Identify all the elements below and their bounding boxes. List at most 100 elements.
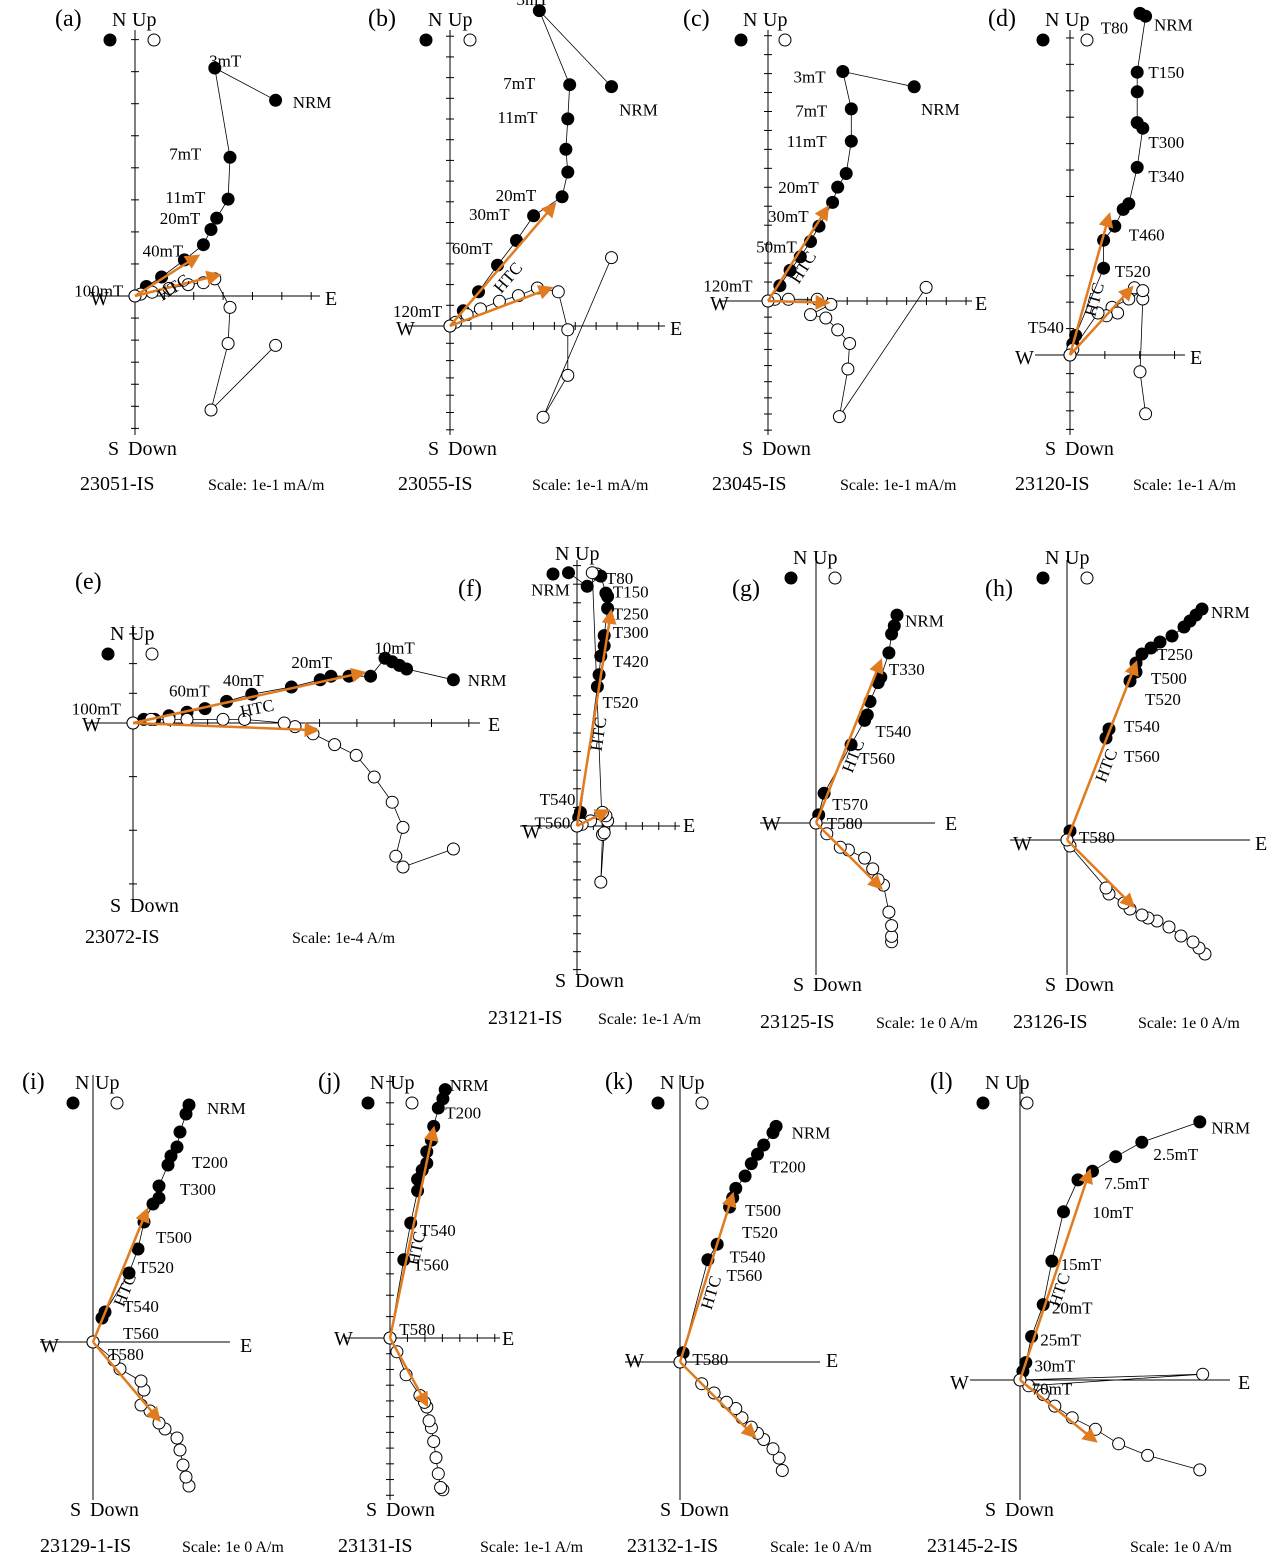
open-data-point [1117,896,1131,910]
up-label: Up [575,543,599,565]
filled-marker-key [1036,33,1050,47]
panel-i: (i) N UpW ES DownHTCNRMT200T300T500T520T540T… [22,1069,284,1557]
panel-letter: (h) [985,576,1013,602]
point-label: T540 [420,1221,456,1240]
east-label: E [502,1328,514,1350]
horizontal-path-line [134,67,276,297]
north-label: N [743,9,757,31]
scale-note: Scale: 1e 0 A/m [1138,1015,1240,1032]
open-data-point [1193,1463,1207,1477]
panel-letter: (g) [732,576,760,602]
vertical-path-line [767,287,927,417]
point-label: NRM [293,93,332,112]
point-label: 3mT [209,51,242,70]
open-data-point [766,1442,780,1456]
point-label: T540 [123,1297,159,1316]
point-label: T250 [613,605,649,624]
open-data-point [1133,365,1147,379]
point-label: T540 [875,722,911,741]
point-label: T200 [445,1104,481,1123]
filled-data-point [766,1126,780,1140]
south-label: S [70,1499,81,1521]
scale-note: Scale: 1e 0 A/m [876,1015,978,1032]
point-label: T520 [742,1223,778,1242]
south-label: S [110,895,121,917]
panel-l: (l) N UpW ES DownHTCNRM2.5mT7.5mT10mT15mT20m… [927,1069,1250,1557]
down-label: Down [1005,1499,1054,1521]
point-label: 30mT [469,205,510,224]
htc-arrow-horizontal [449,202,557,327]
filled-data-point [1193,1115,1207,1129]
htc-arrow-horizontal [134,254,201,298]
point-label: 7mT [503,74,536,93]
sample-id: 23125-IS [760,1011,834,1033]
filled-data-point [221,192,235,206]
point-label: T500 [745,1201,781,1220]
north-label: N [1045,9,1059,31]
panel-letter: (f) [458,576,482,602]
point-label: 20mT [291,653,332,672]
point-label: T540 [540,790,576,809]
scale-note: Scale: 1e 0 A/m [182,1539,284,1556]
open-data-point [1141,1448,1155,1462]
sample-id: 23131-IS [338,1535,412,1557]
up-label: Up [1065,547,1089,569]
htc-arrow-vertical [92,1341,161,1423]
filled-data-point [170,1140,184,1154]
point-label: 10mT [374,638,415,657]
open-data-point [561,368,575,382]
north-label: N [75,1072,89,1094]
htc-arrow-vertical [576,809,611,828]
open-data-point [367,770,381,784]
open-data-point [170,1431,184,1445]
filled-data-point [563,78,577,92]
filled-marker-key [651,1096,665,1110]
filled-data-point [1108,219,1122,233]
filled-data-point [1177,620,1191,634]
filled-data-point [269,93,283,107]
down-label: Down [575,970,624,992]
filled-data-point [757,1138,771,1152]
point-label: T520 [603,693,639,712]
open-data-point [551,285,565,299]
west-label: W [334,1328,353,1350]
filled-data-point [831,180,845,194]
point-label: T330 [889,660,925,679]
point-label: T300 [180,1180,216,1199]
down-label: Down [813,974,862,996]
point-label: T300 [613,623,649,642]
open-data-point [422,1414,436,1428]
filled-marker-key [103,33,117,47]
panel-letter: (e) [75,569,102,595]
south-label: S [1045,974,1056,996]
point-label: 60mT [169,682,210,701]
horizontal-path-line [679,1126,777,1363]
vertical-path-line [1019,1373,1203,1471]
point-label: NRM [619,100,658,119]
filled-data-point [1135,1135,1149,1149]
filled-data-point [532,4,546,18]
open-data-point [536,410,550,424]
htc-arrow-vertical [134,270,222,298]
panel-letter: (i) [22,1069,45,1095]
filled-data-point [1097,261,1111,275]
sample-id: 23055-IS [398,473,472,495]
south-label: S [108,438,119,460]
north-label: N [793,547,807,569]
open-data-point [204,403,218,417]
filled-data-point [223,150,237,164]
htc-arrow-vertical [1066,839,1136,909]
open-data-point [429,1451,443,1465]
point-label: T80 [1101,18,1128,37]
up-label: Up [390,1072,414,1094]
down-label: Down [386,1499,435,1521]
open-marker-key [145,647,159,661]
htc-arrow-vertical [815,822,883,890]
open-data-point [180,712,194,726]
sample-id: 23129-1-IS [40,1535,131,1557]
east-label: E [683,815,695,837]
point-label: NRM [450,1076,489,1095]
point-label: T580 [108,1345,144,1364]
filled-data-point [146,1197,160,1211]
south-label: S [793,974,804,996]
